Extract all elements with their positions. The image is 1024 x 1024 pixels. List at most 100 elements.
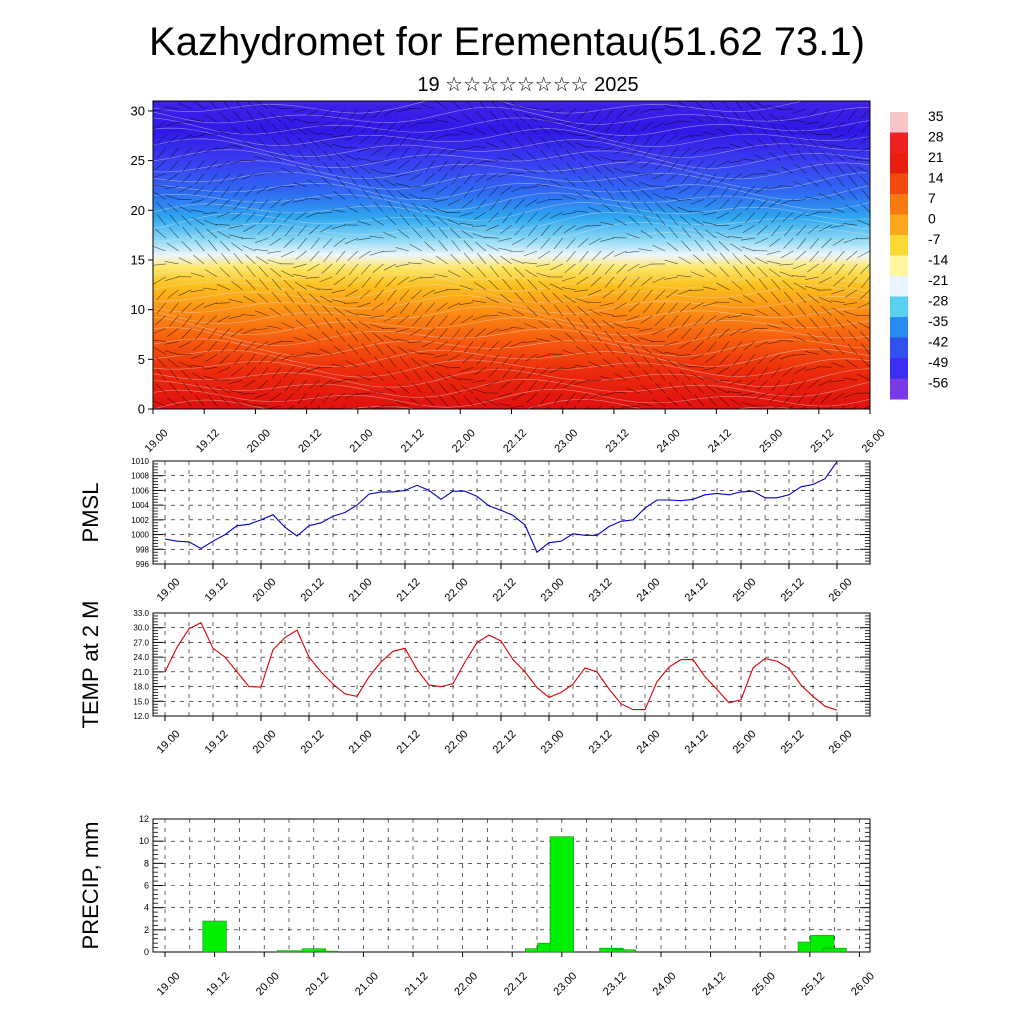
wind-barb xyxy=(254,310,269,316)
wind-barb xyxy=(451,328,461,340)
wind-barb xyxy=(307,333,320,342)
x-tick-label: 23.00 xyxy=(539,728,567,756)
wind-barb xyxy=(246,354,256,366)
wind-barb xyxy=(459,212,474,217)
wind-barb xyxy=(318,121,333,127)
wind-barb xyxy=(409,173,423,181)
wind-barb xyxy=(153,121,154,123)
x-tick-label: 24.00 xyxy=(635,728,663,756)
wind-barb xyxy=(732,354,743,366)
wind-barb xyxy=(678,256,691,265)
wind-barb xyxy=(306,367,320,373)
wind-barb xyxy=(331,209,346,213)
wind-barb xyxy=(540,136,551,148)
colorbar-segment xyxy=(890,378,908,400)
wind-barb xyxy=(716,212,730,219)
wind-barb xyxy=(433,363,448,368)
wind-barb xyxy=(561,131,576,136)
wind-barb xyxy=(271,291,282,303)
wind-barb xyxy=(166,242,179,252)
x-tick-label: 25.00 xyxy=(731,576,759,604)
wind-barb xyxy=(757,292,768,303)
temperature-colorbar: 35 28 21 14 7 0 -7 -14 -21 -28 -35 -42 -49 -56 xyxy=(890,108,948,400)
wind-barb xyxy=(167,134,179,144)
wind-barb xyxy=(192,372,205,381)
wind-barb xyxy=(154,160,166,170)
wind-barb xyxy=(641,190,653,200)
wind-barb xyxy=(795,250,807,261)
wind-barb xyxy=(743,254,755,265)
wind-barb xyxy=(292,274,307,278)
wind-barb xyxy=(190,209,205,213)
wind-barb xyxy=(690,354,704,361)
wind-barb xyxy=(809,317,820,329)
wind-barb xyxy=(512,308,525,316)
wind-barb xyxy=(740,158,755,161)
wind-barb xyxy=(666,203,679,213)
wind-barb xyxy=(833,345,845,355)
wind-barb xyxy=(348,330,359,342)
wind-barb xyxy=(297,149,307,161)
wind-barb xyxy=(835,263,845,275)
wind-barb xyxy=(459,378,474,381)
x-tick-label: 19.12 xyxy=(204,970,232,998)
wind-barb xyxy=(676,120,691,123)
wind-barb xyxy=(155,315,166,326)
wind-barb xyxy=(486,173,499,181)
wind-barb xyxy=(540,380,551,392)
isotherm-contour xyxy=(153,388,870,408)
wind-barb xyxy=(257,293,269,303)
wind-barb xyxy=(728,143,743,148)
wind-barb xyxy=(566,162,576,174)
wind-barb xyxy=(488,125,499,136)
wind-barb xyxy=(793,212,807,220)
wind-barb xyxy=(707,341,717,353)
wind-barb xyxy=(284,380,295,392)
wind-barb xyxy=(526,306,538,316)
wind-barb xyxy=(575,224,589,231)
wind-barb xyxy=(630,289,640,301)
wind-barb xyxy=(702,212,717,216)
x-tick-label: 25.12 xyxy=(808,427,836,455)
wind-barb xyxy=(538,250,551,260)
wind-barb xyxy=(656,214,666,226)
wind-barb xyxy=(228,144,243,148)
wind-barb xyxy=(574,134,589,137)
wind-barb xyxy=(600,147,614,151)
wind-barb xyxy=(424,369,435,381)
wind-barb xyxy=(832,152,845,161)
wind-barb xyxy=(243,379,256,388)
wind-barb xyxy=(169,369,179,381)
wind-barb xyxy=(716,232,730,239)
wind-barb xyxy=(705,160,717,170)
wind-barb xyxy=(485,224,499,231)
wind-barb xyxy=(732,110,743,123)
wind-barb xyxy=(169,214,179,226)
wind-barb xyxy=(164,341,179,345)
wind-barb xyxy=(153,198,154,200)
wind-barb xyxy=(447,219,461,226)
wind-barb xyxy=(742,140,755,148)
wind-barb xyxy=(860,176,870,187)
wind-barb xyxy=(664,196,678,200)
wind-barb xyxy=(423,173,435,183)
isotherm-contour xyxy=(153,399,797,409)
wind-barb xyxy=(319,276,333,283)
wind-barb xyxy=(207,395,218,407)
wind-barb xyxy=(552,250,563,262)
wind-barb xyxy=(153,347,166,355)
wind-barb xyxy=(153,173,166,179)
wind-barb xyxy=(654,160,666,171)
wind-barb xyxy=(847,343,858,355)
wind-barb xyxy=(809,149,820,161)
wind-barb xyxy=(604,276,615,288)
wind-barb xyxy=(447,115,461,123)
wind-barb xyxy=(316,405,320,409)
wind-barb xyxy=(373,201,384,213)
wind-barb xyxy=(395,183,410,187)
wind-barb xyxy=(693,315,704,326)
wind-barb xyxy=(528,225,538,237)
wind-barb xyxy=(641,121,653,132)
wind-barb xyxy=(604,188,615,200)
wind-barb xyxy=(757,354,768,365)
